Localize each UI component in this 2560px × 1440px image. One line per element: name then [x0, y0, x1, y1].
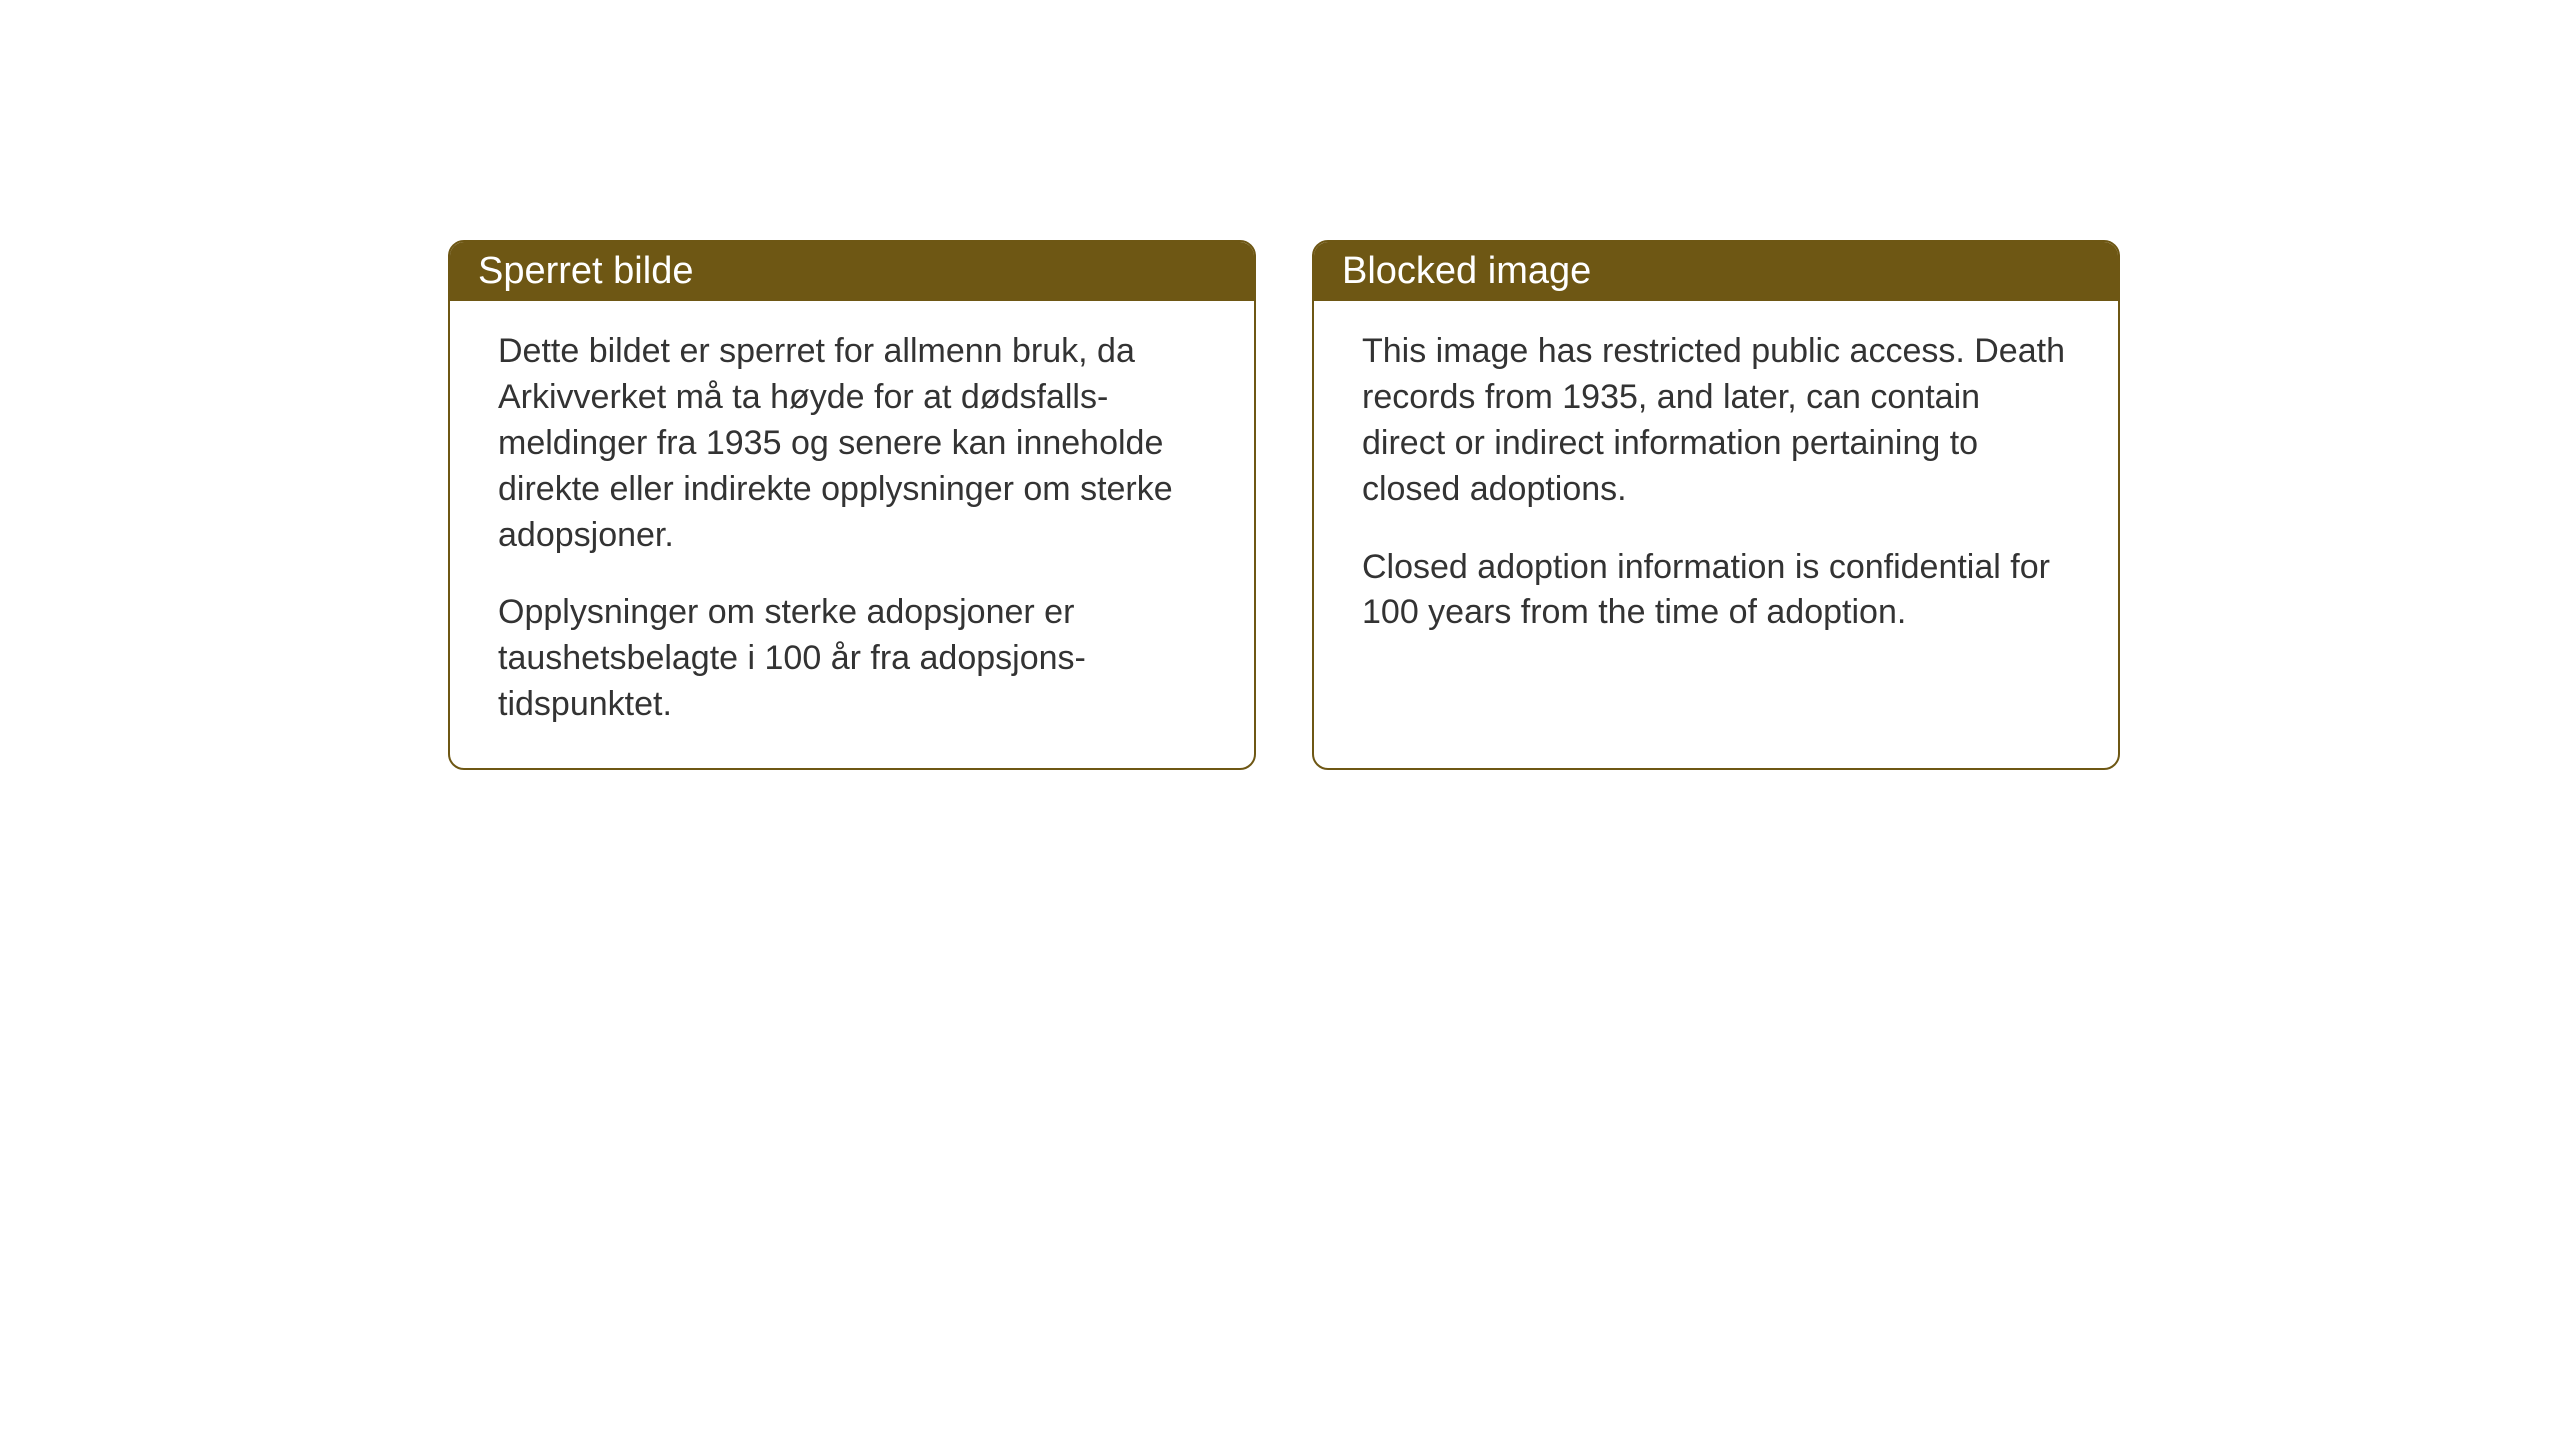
card-paragraph-2-english: Closed adoption information is confident…	[1362, 545, 2070, 637]
cards-container: Sperret bilde Dette bildet er sperret fo…	[448, 240, 2120, 770]
card-paragraph-1-norwegian: Dette bildet er sperret for allmenn bruk…	[498, 329, 1206, 558]
card-body-english: This image has restricted public access.…	[1314, 301, 2118, 676]
card-paragraph-2-norwegian: Opplysninger om sterke adopsjoner er tau…	[498, 590, 1206, 728]
card-norwegian: Sperret bilde Dette bildet er sperret fo…	[448, 240, 1256, 770]
card-title-norwegian: Sperret bilde	[478, 250, 693, 292]
card-header-norwegian: Sperret bilde	[450, 242, 1254, 301]
card-title-english: Blocked image	[1342, 250, 1591, 292]
card-body-norwegian: Dette bildet er sperret for allmenn bruk…	[450, 301, 1254, 768]
card-paragraph-1-english: This image has restricted public access.…	[1362, 329, 2070, 513]
card-header-english: Blocked image	[1314, 242, 2118, 301]
card-english: Blocked image This image has restricted …	[1312, 240, 2120, 770]
